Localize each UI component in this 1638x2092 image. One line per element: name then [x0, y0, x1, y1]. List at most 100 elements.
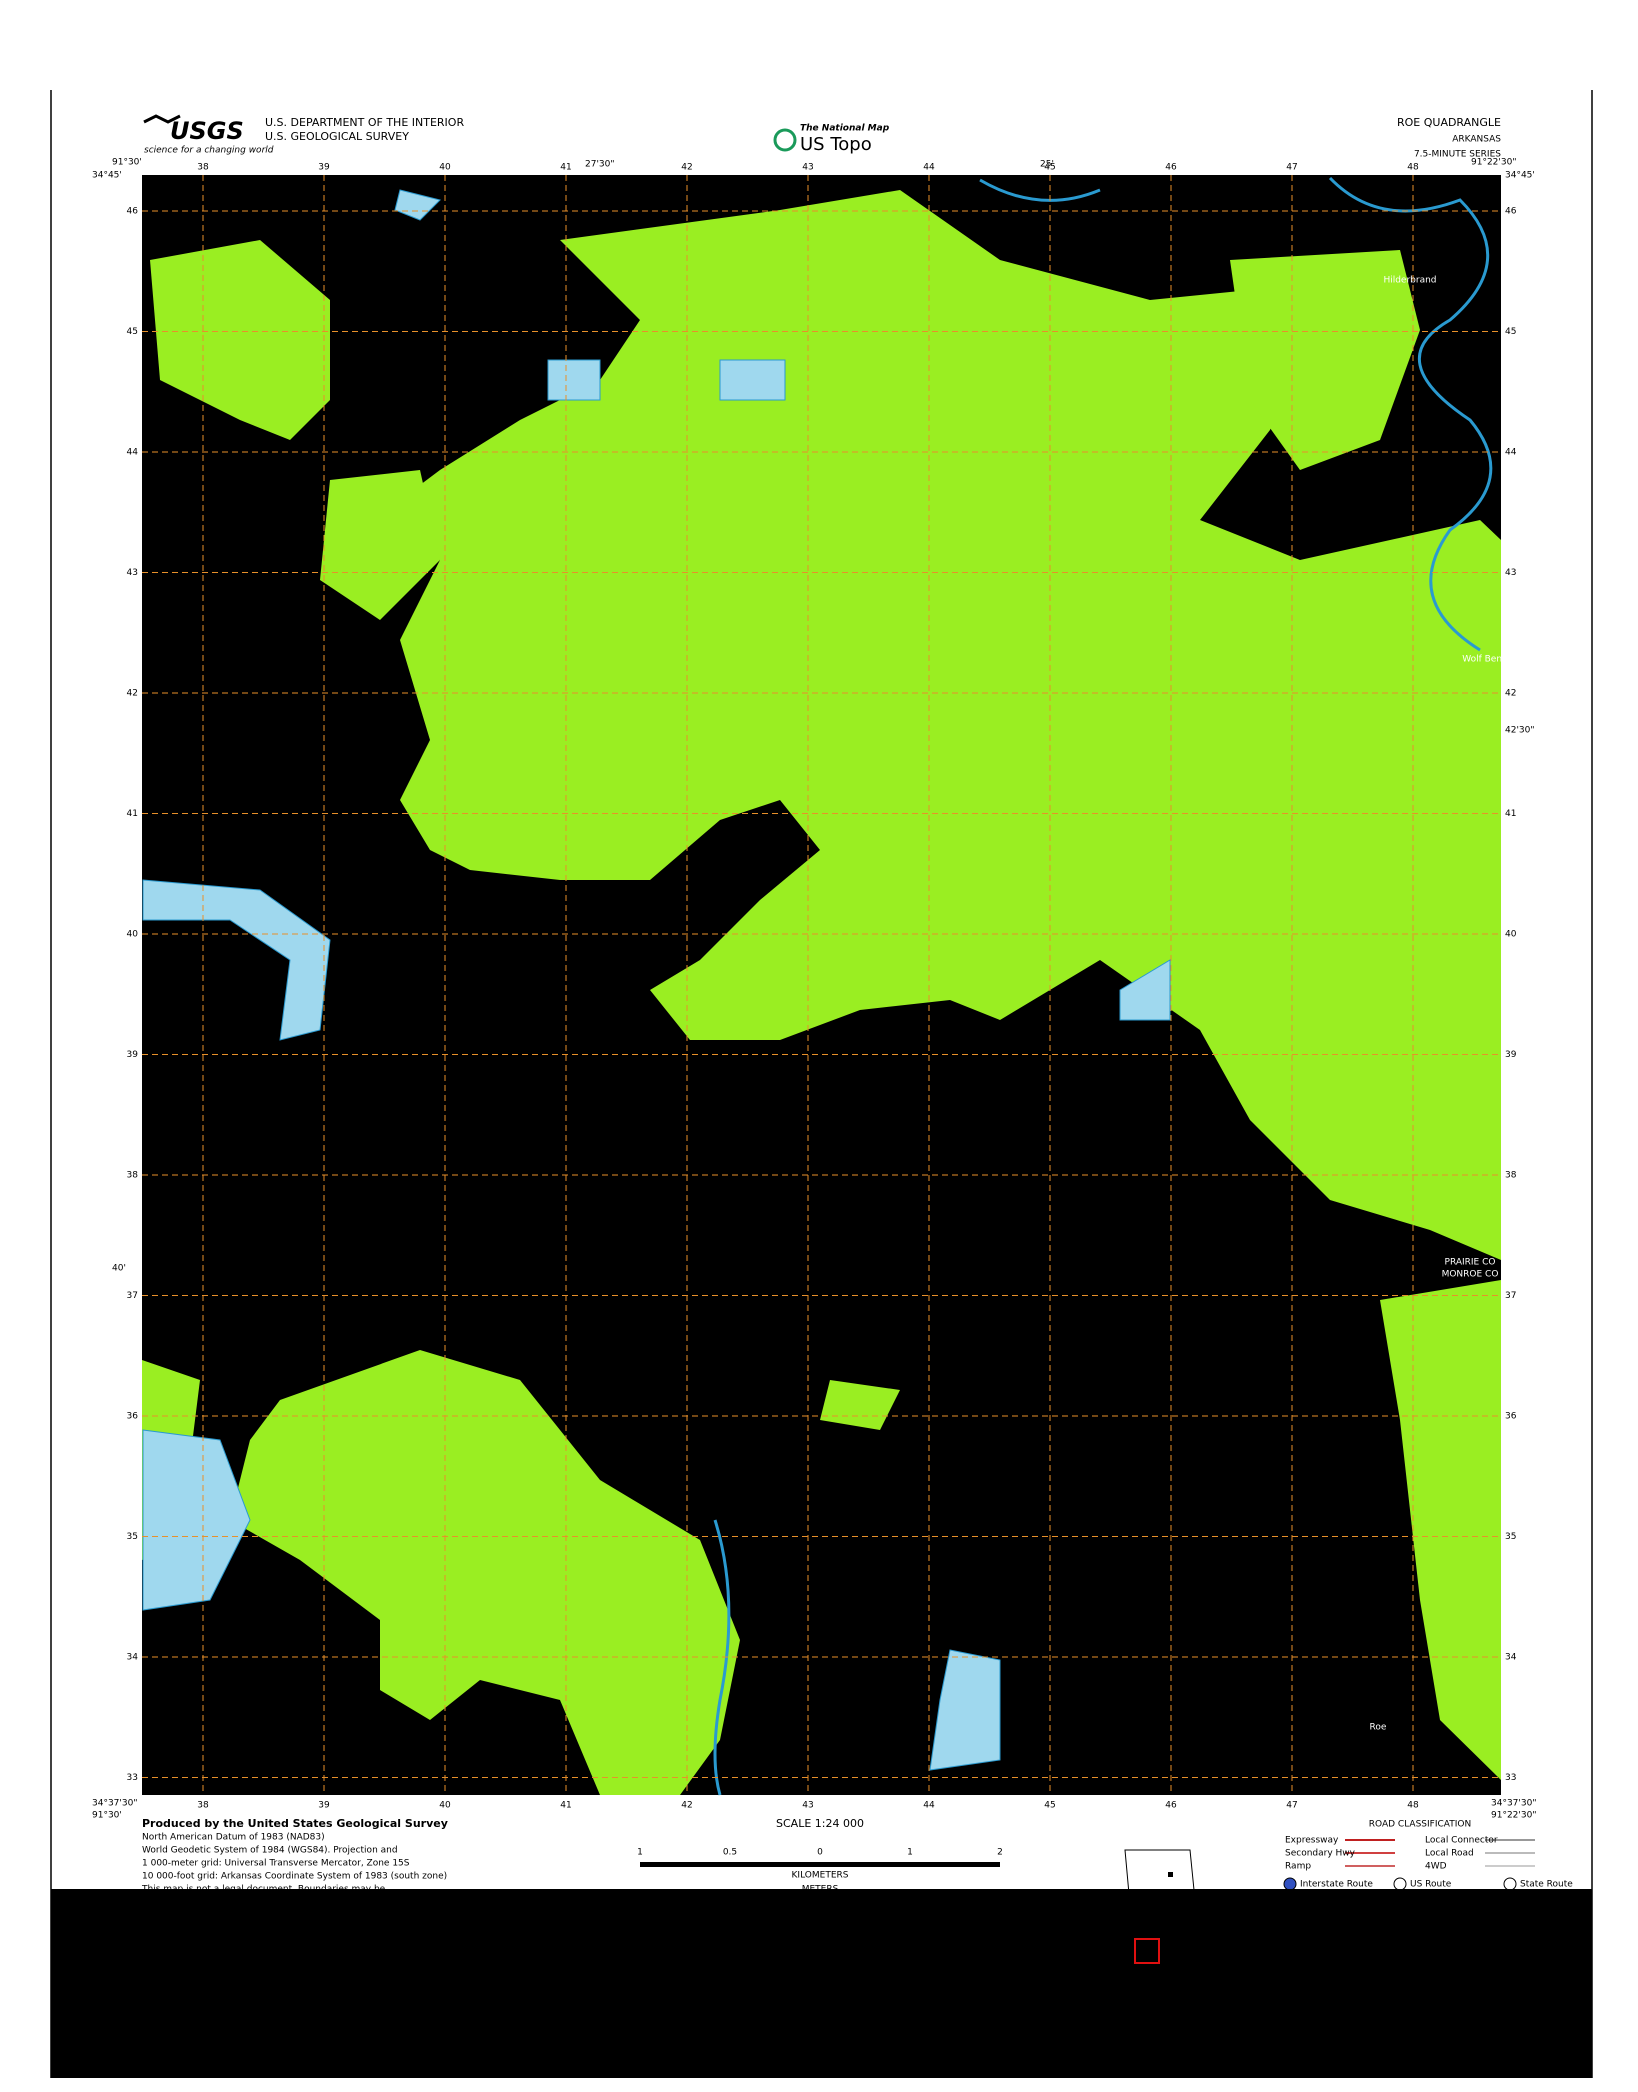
easting-bottom: 46: [1165, 1801, 1177, 1811]
mid-coordinate: 25': [1040, 160, 1054, 170]
water: [142, 189, 1171, 1771]
km-tick: 1: [907, 1848, 913, 1858]
easting-top: 42: [681, 163, 692, 173]
road-class: Expressway: [1285, 1836, 1339, 1846]
route-symbol: [1503, 1877, 1517, 1891]
place-label: Hilderbrand: [1383, 276, 1436, 286]
usgs-logo: USGS science for a changing world: [143, 114, 274, 156]
northing-right: 43: [1505, 568, 1516, 578]
corner-coordinate: 34°37'30": [1491, 1799, 1536, 1809]
road-title: ROAD CLASSIFICATION: [1369, 1820, 1471, 1830]
route-type: Interstate Route: [1300, 1880, 1373, 1890]
series: 7.5-MINUTE SERIES: [1414, 150, 1501, 160]
northing-right: 42: [1505, 689, 1516, 699]
easting-top: 43: [802, 163, 813, 173]
corner-coordinate: 91°22'30": [1471, 158, 1516, 168]
department: U.S. DEPARTMENT OF THE INTERIOR: [265, 116, 464, 129]
credit-line: Produced by the United States Geological…: [142, 1817, 448, 1830]
northing-right: 35: [1505, 1532, 1516, 1542]
northing-right: 46: [1505, 207, 1517, 217]
road-class: Local Connector: [1425, 1836, 1498, 1846]
corner-coordinate: 34°37'30": [92, 1799, 137, 1809]
northing-left: 40: [127, 930, 139, 940]
place-label: Roe: [1370, 1723, 1387, 1733]
route-type: State Route: [1520, 1880, 1573, 1890]
easting-bottom: 41: [560, 1801, 571, 1811]
road-class: Local Road: [1425, 1849, 1474, 1859]
black-band: [51, 1889, 1592, 2078]
northing-right: 40: [1505, 930, 1517, 940]
topo-logo: [773, 128, 797, 152]
easting-bottom: 45: [1044, 1801, 1055, 1811]
northing-left: 37: [127, 1291, 138, 1301]
easting-top: 40: [439, 163, 451, 173]
corner-coordinate: 91°22'30": [1491, 1811, 1536, 1821]
easting-top: 47: [1286, 163, 1297, 173]
easting-top: 44: [923, 163, 935, 173]
km-tick: 1: [637, 1848, 643, 1858]
northing-left: 35: [127, 1532, 138, 1542]
easting-bottom: 48: [1407, 1801, 1419, 1811]
rivers: [713, 176, 1493, 1796]
northing-left: 41: [127, 809, 138, 819]
marker: [1134, 1938, 1160, 1964]
easting-top: 46: [1165, 163, 1177, 173]
place-label: PRAIRIE CO: [1445, 1258, 1496, 1268]
northing-left: 42: [127, 689, 138, 699]
easting-top: 41: [560, 163, 571, 173]
easting-bottom: 39: [318, 1801, 330, 1811]
easting-bottom: 47: [1286, 1801, 1297, 1811]
quadrangle: ROE QUADRANGLE: [1397, 116, 1501, 129]
state: ARKANSAS: [1452, 135, 1501, 145]
easting-top: 48: [1407, 163, 1419, 173]
corner-coordinate: 34°45': [1505, 171, 1535, 181]
mid-coordinate: 42'30": [1505, 726, 1535, 736]
place-label: Wolf Bend: [1462, 655, 1508, 665]
km-tick: 0: [817, 1848, 823, 1858]
road-class: Secondary Hwy: [1285, 1849, 1356, 1859]
map: [142, 175, 1501, 1796]
easting-bottom: 38: [197, 1801, 209, 1811]
route-symbol: [1283, 1877, 1297, 1891]
place-label: MONROE CO: [1442, 1270, 1499, 1280]
route-type: US Route: [1410, 1880, 1452, 1890]
northing-right: 45: [1505, 327, 1516, 337]
mid-coordinate: 27'30": [585, 160, 615, 170]
road-class: Ramp: [1285, 1862, 1311, 1872]
northing-left: 39: [127, 1050, 139, 1060]
credit-line: 10 000-foot grid: Arkansas Coordinate Sy…: [142, 1872, 447, 1882]
northing-right: 38: [1505, 1171, 1517, 1181]
easting-bottom: 40: [439, 1801, 451, 1811]
survey: U.S. GEOLOGICAL SURVEY: [265, 130, 409, 143]
scale-title: SCALE 1:24 000: [776, 1817, 864, 1830]
road-class: 4WD: [1425, 1862, 1447, 1872]
corner-coordinate: 91°30': [92, 1811, 122, 1821]
mid-coordinate: 40': [112, 1264, 126, 1274]
national-map: The National Map: [800, 124, 890, 134]
corner-coordinate: 91°30': [112, 158, 142, 168]
km-tick: 2: [997, 1848, 1003, 1858]
northing-right: 44: [1505, 448, 1517, 458]
utm-grid: [142, 175, 1501, 1795]
route-symbol: [1393, 1877, 1407, 1891]
easting-top: 38: [197, 163, 209, 173]
northing-left: 36: [127, 1412, 139, 1422]
northing-right: 36: [1505, 1412, 1517, 1422]
northing-left: 45: [127, 327, 138, 337]
northing-left: 33: [127, 1773, 138, 1783]
northing-right: 41: [1505, 809, 1516, 819]
credit-line: North American Datum of 1983 (NAD83): [142, 1833, 325, 1843]
easting-bottom: 43: [802, 1801, 813, 1811]
northing-right: 37: [1505, 1291, 1516, 1301]
easting-top: 45: [1044, 163, 1055, 173]
agency: USGS: [170, 117, 244, 145]
tagline: science for a changing world: [144, 146, 274, 156]
northing-left: 43: [127, 568, 138, 578]
northing-right: 39: [1505, 1050, 1517, 1060]
easting-bottom: 42: [681, 1801, 692, 1811]
credit-line: 1 000-meter grid: Universal Transverse M…: [142, 1859, 410, 1869]
km-tick: 0.5: [723, 1848, 737, 1858]
northing-left: 34: [127, 1653, 139, 1663]
northing-left: 44: [127, 448, 139, 458]
